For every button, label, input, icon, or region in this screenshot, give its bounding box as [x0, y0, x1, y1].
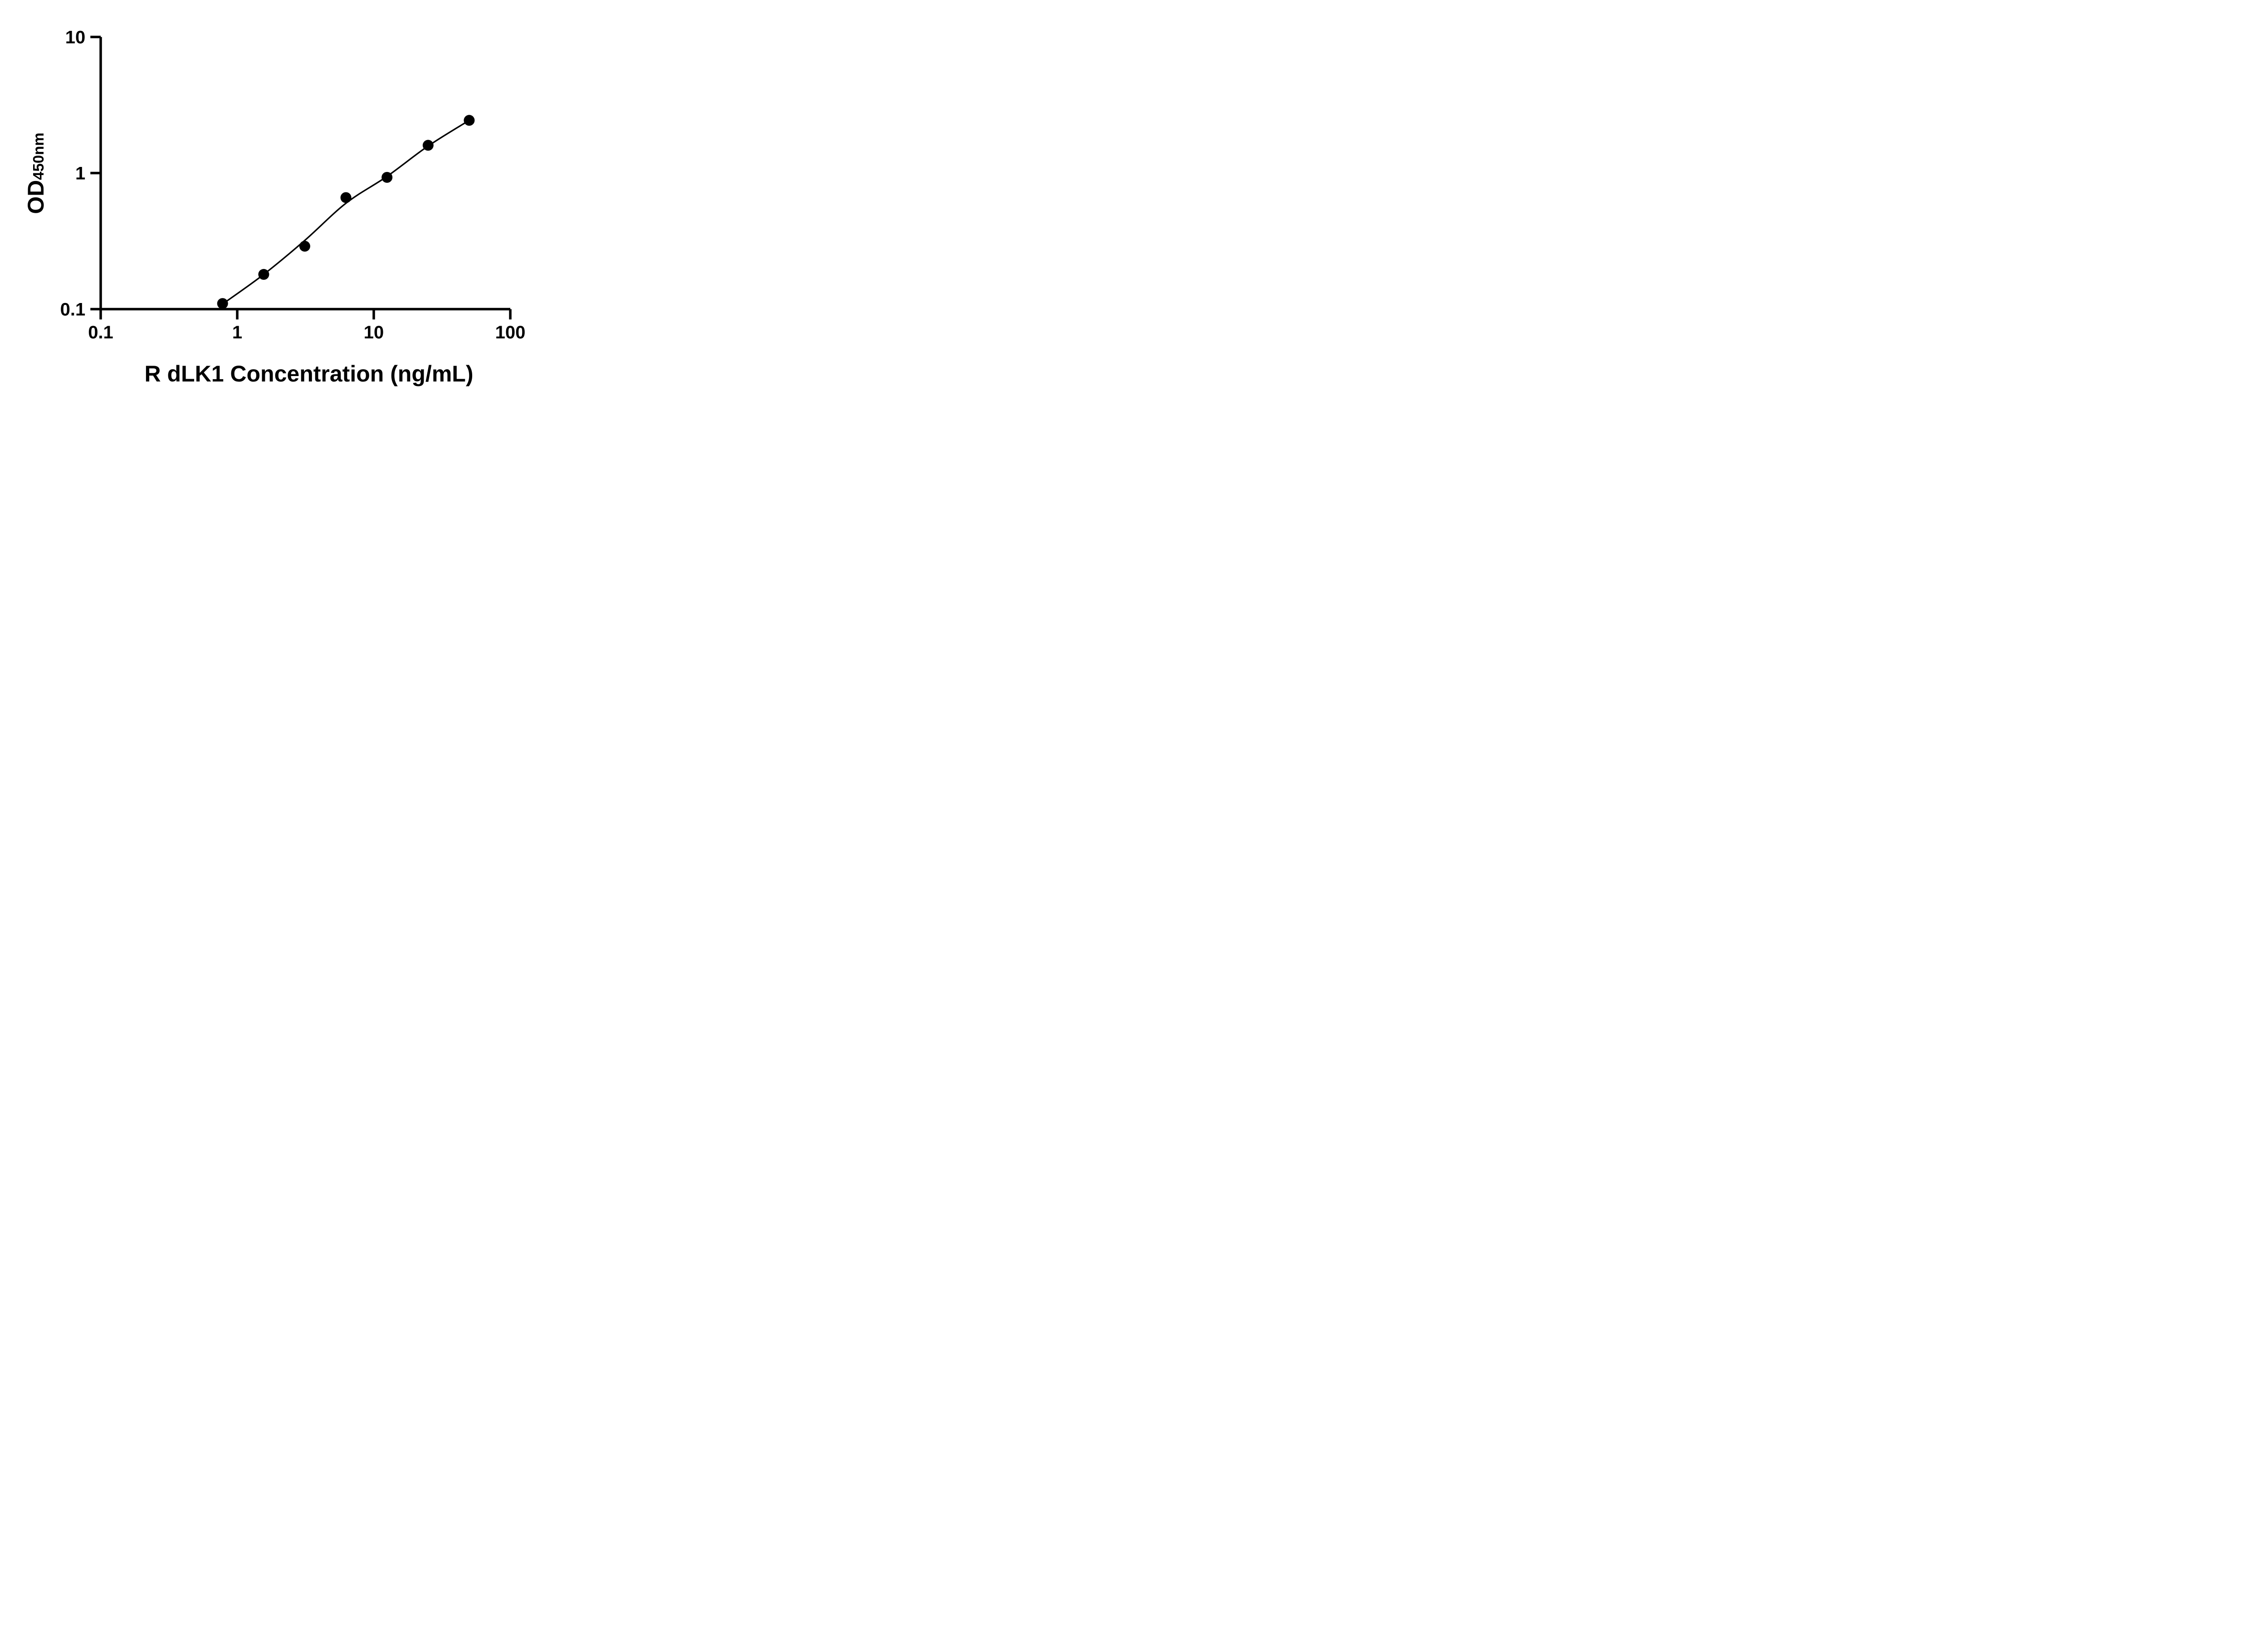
y-axis-title-sub: 450nm: [30, 132, 47, 180]
y-tick-label: 0.1: [60, 300, 86, 320]
data-point: [258, 269, 269, 280]
y-axis-title: OD450nm: [23, 132, 49, 214]
figure: 10 1 0.1 0.1 1 10 100 R dLK1 Concentration (ng/…: [0, 0, 572, 408]
x-axis-title: R dLK1 Concentration (ng/mL): [145, 361, 474, 386]
data-point: [422, 140, 434, 151]
data-points: [217, 115, 475, 309]
data-point: [299, 240, 310, 252]
x-tick-label: 100: [495, 323, 526, 342]
x-tick-label: 10: [364, 323, 384, 342]
y-tick-label: 10: [65, 28, 86, 48]
x-tick-label: 0.1: [88, 323, 113, 342]
data-point: [381, 172, 393, 183]
x-tick-label: 1: [232, 323, 242, 342]
data-point: [340, 192, 352, 203]
data-point: [217, 298, 228, 309]
data-point: [464, 115, 475, 126]
y-tick-label: 1: [75, 164, 85, 184]
standard-curve-plot: 10 1 0.10.1 1 10 100 R dLK1 Concentration (ng/…: [23, 28, 526, 387]
y-axis-title-main: OD: [23, 180, 49, 214]
